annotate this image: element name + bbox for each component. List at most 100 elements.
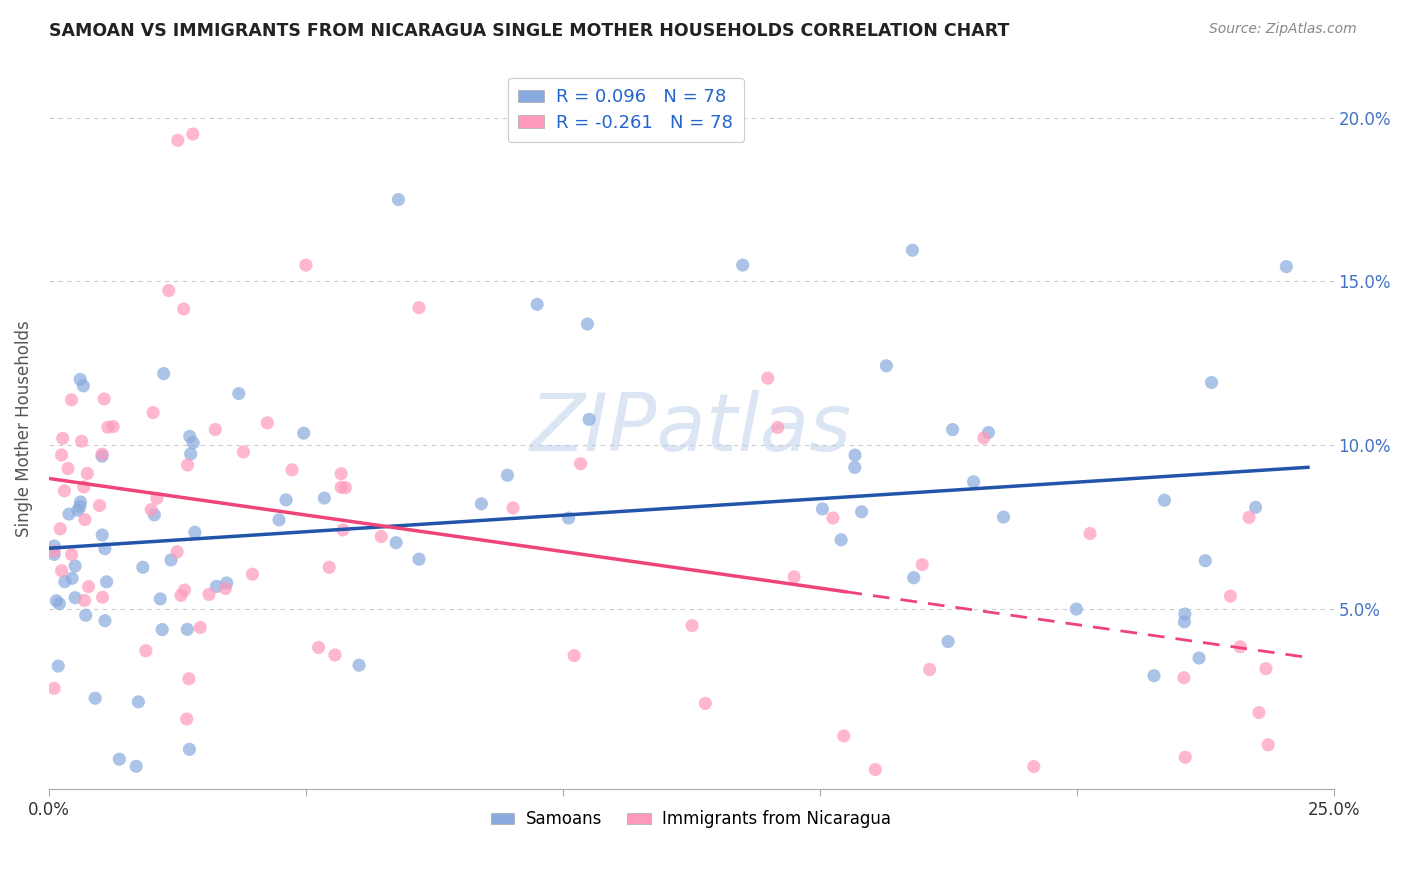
Point [205, 579, 228, 593]
Point [173, 583, 195, 598]
Point [875, 359, 897, 373]
Point [91, 447, 114, 461]
Point [811, 502, 834, 516]
Point [408, 552, 430, 566]
Point [157, 284, 180, 298]
Point [295, 258, 318, 272]
Point [73, 593, 96, 607]
Point [242, 567, 264, 582]
Point [903, 571, 925, 585]
Point [1066, 602, 1088, 616]
Point [176, 623, 198, 637]
Point [91, 591, 114, 605]
Point [152, 367, 174, 381]
Point [228, 386, 250, 401]
Point [179, 742, 201, 756]
Text: Source: ZipAtlas.com: Source: ZipAtlas.com [1209, 22, 1357, 37]
Point [42, 544, 65, 558]
Point [94, 614, 117, 628]
Point [766, 420, 789, 434]
Point [51, 564, 73, 578]
Point [52, 431, 75, 445]
Point [330, 467, 353, 481]
Point [695, 697, 717, 711]
Point [214, 582, 236, 596]
Point [215, 576, 238, 591]
Point [1174, 607, 1197, 621]
Point [256, 416, 278, 430]
Point [918, 663, 941, 677]
Point [173, 301, 195, 316]
Point [177, 672, 200, 686]
Point [63, 558, 86, 573]
Point [49, 522, 72, 536]
Point [385, 535, 408, 549]
Point [1247, 706, 1270, 720]
Point [281, 463, 304, 477]
Point [942, 423, 965, 437]
Point [91, 449, 114, 463]
Point [1174, 750, 1197, 764]
Point [188, 620, 211, 634]
Point [181, 127, 204, 141]
Point [56, 461, 79, 475]
Point [58, 507, 80, 521]
Point [180, 447, 202, 461]
Point [53, 483, 76, 498]
Point [198, 587, 221, 601]
Point [60, 548, 83, 562]
Point [73, 513, 96, 527]
Point [347, 658, 370, 673]
Point [146, 491, 169, 506]
Point [1078, 526, 1101, 541]
Point [66, 503, 89, 517]
Point [332, 523, 354, 537]
Point [1254, 662, 1277, 676]
Point [181, 435, 204, 450]
Point [166, 133, 188, 147]
Point [901, 244, 924, 258]
Point [44, 539, 66, 553]
Point [96, 574, 118, 589]
Point [821, 511, 844, 525]
Point [314, 491, 336, 505]
Point [89, 499, 111, 513]
Point [962, 475, 984, 489]
Point [911, 558, 934, 572]
Point [70, 434, 93, 449]
Point [63, 591, 86, 605]
Point [526, 297, 548, 311]
Point [125, 759, 148, 773]
Point [135, 644, 157, 658]
Point [108, 752, 131, 766]
Point [308, 640, 330, 655]
Point [502, 500, 524, 515]
Point [318, 560, 340, 574]
Point [1257, 738, 1279, 752]
Point [562, 648, 585, 663]
Point [844, 460, 866, 475]
Point [42, 548, 65, 562]
Point [42, 681, 65, 696]
Point [832, 729, 855, 743]
Point [160, 553, 183, 567]
Point [973, 431, 995, 445]
Text: ZIPatlas: ZIPatlas [530, 390, 852, 468]
Point [851, 505, 873, 519]
Y-axis label: Single Mother Households: Single Mother Households [15, 320, 32, 537]
Point [97, 420, 120, 434]
Point [91, 528, 114, 542]
Point [977, 425, 1000, 440]
Point [1244, 500, 1267, 515]
Point [141, 502, 163, 516]
Point [48, 597, 70, 611]
Point [127, 695, 149, 709]
Point [232, 445, 254, 459]
Point [179, 429, 201, 443]
Point [496, 468, 519, 483]
Point [84, 691, 107, 706]
Legend: Samoans, Immigrants from Nicaragua: Samoans, Immigrants from Nicaragua [485, 804, 898, 835]
Point [72, 379, 94, 393]
Point [1194, 554, 1216, 568]
Point [51, 448, 73, 462]
